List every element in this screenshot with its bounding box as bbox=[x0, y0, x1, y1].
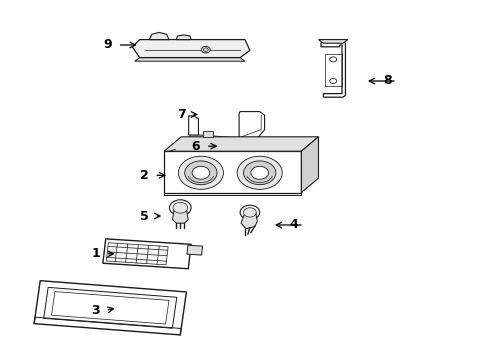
Polygon shape bbox=[164, 151, 301, 193]
Text: 5: 5 bbox=[140, 210, 149, 222]
Polygon shape bbox=[176, 35, 191, 40]
Circle shape bbox=[251, 166, 269, 179]
Circle shape bbox=[203, 48, 208, 51]
Polygon shape bbox=[321, 41, 345, 97]
Circle shape bbox=[244, 161, 276, 185]
Polygon shape bbox=[103, 239, 191, 269]
Circle shape bbox=[170, 200, 191, 216]
Circle shape bbox=[201, 46, 210, 53]
Polygon shape bbox=[135, 58, 245, 61]
Circle shape bbox=[330, 78, 337, 84]
Text: 7: 7 bbox=[177, 108, 186, 121]
Polygon shape bbox=[318, 40, 348, 43]
Text: 8: 8 bbox=[383, 75, 392, 87]
Polygon shape bbox=[301, 137, 319, 193]
Circle shape bbox=[240, 205, 260, 220]
Polygon shape bbox=[190, 134, 262, 144]
Circle shape bbox=[330, 57, 337, 62]
Polygon shape bbox=[241, 212, 257, 229]
Text: 4: 4 bbox=[290, 219, 298, 231]
Polygon shape bbox=[187, 245, 203, 255]
Polygon shape bbox=[189, 116, 198, 135]
Polygon shape bbox=[164, 137, 318, 151]
Text: 6: 6 bbox=[192, 140, 200, 153]
Circle shape bbox=[185, 161, 217, 185]
Text: 9: 9 bbox=[103, 39, 112, 51]
Polygon shape bbox=[149, 32, 169, 40]
Circle shape bbox=[192, 166, 210, 179]
Polygon shape bbox=[106, 243, 168, 265]
Polygon shape bbox=[44, 287, 177, 328]
Polygon shape bbox=[203, 131, 213, 137]
Text: 1: 1 bbox=[91, 247, 100, 260]
Polygon shape bbox=[34, 281, 186, 335]
Polygon shape bbox=[132, 40, 250, 58]
Circle shape bbox=[244, 208, 256, 217]
Circle shape bbox=[237, 156, 282, 189]
Polygon shape bbox=[51, 292, 169, 324]
Text: 3: 3 bbox=[91, 304, 100, 317]
Circle shape bbox=[173, 202, 188, 213]
Polygon shape bbox=[239, 112, 265, 140]
Polygon shape bbox=[172, 208, 188, 223]
Text: 2: 2 bbox=[140, 169, 149, 182]
Circle shape bbox=[178, 156, 223, 189]
